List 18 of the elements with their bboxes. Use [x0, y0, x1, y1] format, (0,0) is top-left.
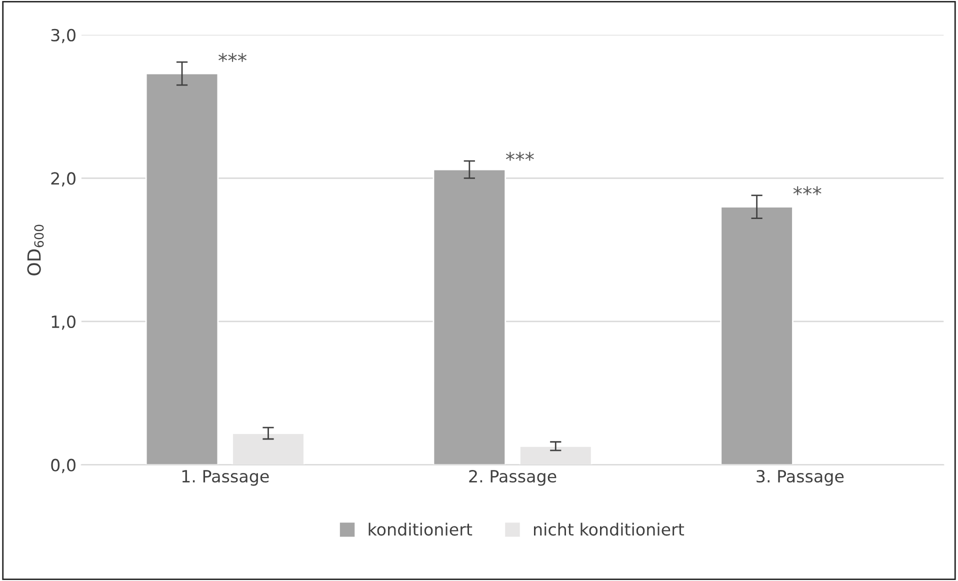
bar [519, 445, 592, 465]
x-tick-label: 1. Passage [182, 470, 269, 486]
annotation: *** [506, 152, 534, 161]
y-tick-label: 0,0 [51, 458, 76, 474]
x-tick-label: 2. Passage [469, 470, 556, 486]
bar [432, 168, 506, 465]
annotation: *** [793, 186, 822, 196]
annotation: *** [218, 53, 247, 62]
y-tick-label: 1,0 [52, 315, 76, 330]
x-tick-label: 3. Passage [756, 470, 844, 486]
y-tick-label: 3,0 [51, 28, 76, 44]
y-tick-label: 2,0 [51, 172, 76, 186]
legend-label: konditioniert [368, 522, 472, 536]
bar [145, 72, 219, 465]
legend-label: nicht konditioniert [534, 522, 684, 536]
bar [720, 206, 794, 465]
y-axis-title: OD$_{600}$ [27, 224, 44, 276]
bar [232, 432, 305, 465]
